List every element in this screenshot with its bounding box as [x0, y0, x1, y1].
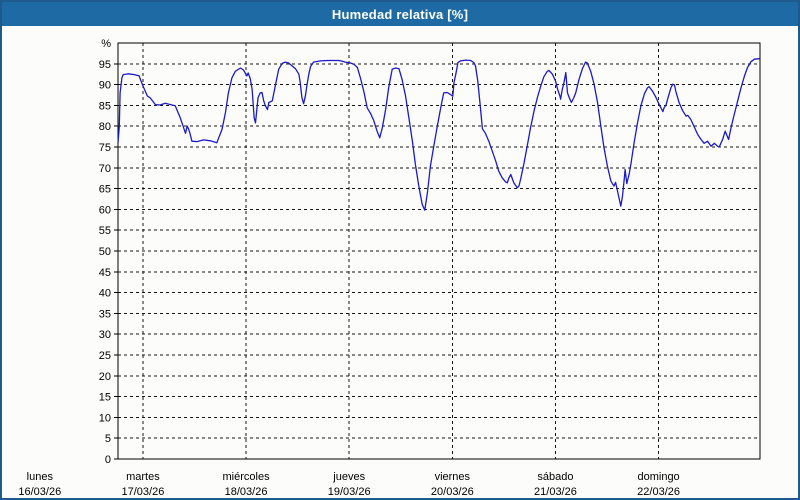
y-tick-label: 50: [99, 246, 111, 258]
x-day-label: lunes: [27, 471, 54, 483]
y-tick-label: 35: [99, 308, 111, 320]
x-axis-labels: lunes 16/03/26 martes 17/03/26 miércoles 18/0…: [18, 471, 680, 498]
x-date-label: 20/03/26: [431, 486, 474, 498]
y-tick-label: 70: [99, 163, 111, 175]
y-tick-label: 25: [99, 350, 111, 362]
x-date-label: 19/03/26: [328, 486, 371, 498]
y-tick-label: 80: [99, 121, 111, 133]
x-date-label: 21/03/26: [534, 486, 577, 498]
x-date-label: 17/03/26: [122, 486, 165, 498]
x-day-label: martes: [126, 471, 160, 483]
x-day-label: miércoles: [223, 471, 271, 483]
y-tick-label: 85: [99, 100, 111, 112]
x-day-label: jueves: [332, 471, 365, 483]
chart-area: 0 5 10 15 20 25 30 35 40 45 50 55 60 65 70 75 80 85 90 95% l…: [2, 26, 798, 498]
y-tick-label: 60: [99, 204, 111, 216]
y-tick-label: 90: [99, 80, 111, 92]
x-day-label: domingo: [637, 471, 679, 483]
y-axis-labels: 0 5 10 15 20 25 30 35 40 45 50 55 60 65 70 75 80 85 90 95%: [99, 38, 111, 466]
x-date-label: 18/03/26: [225, 486, 268, 498]
x-day-label: viernes: [435, 471, 471, 483]
y-tick-label: 20: [99, 371, 111, 383]
chart-title: Humedad relativa [%]: [331, 6, 469, 22]
x-date-label: 16/03/26: [18, 486, 61, 498]
y-tick-label: 55: [99, 225, 111, 237]
y-tick-label: 75: [99, 142, 111, 154]
y-tick-label: 40: [99, 288, 111, 300]
y-tick-label: 95: [99, 59, 111, 71]
y-tick-label: 15: [99, 392, 111, 404]
y-tick-label: 0: [105, 454, 111, 466]
y-axis-unit-label: %: [101, 38, 111, 50]
gridlines: [118, 43, 760, 459]
plot-frame: [117, 42, 761, 460]
y-tick-label: 5: [105, 433, 111, 445]
y-tick-label: 30: [99, 329, 111, 341]
humidity-line-chart: 0 5 10 15 20 25 30 35 40 45 50 55 60 65 70 75 80 85 90 95% l…: [18, 38, 761, 498]
y-tick-label: 45: [99, 267, 111, 279]
x-date-label: 22/03/26: [637, 486, 680, 498]
chart-title-bar: Humedad relativa [%]: [2, 2, 798, 26]
x-day-label: sábado: [537, 471, 573, 483]
humidity-series-line: [117, 58, 760, 211]
y-tick-label: 65: [99, 184, 111, 196]
y-tick-label: 10: [99, 412, 111, 424]
